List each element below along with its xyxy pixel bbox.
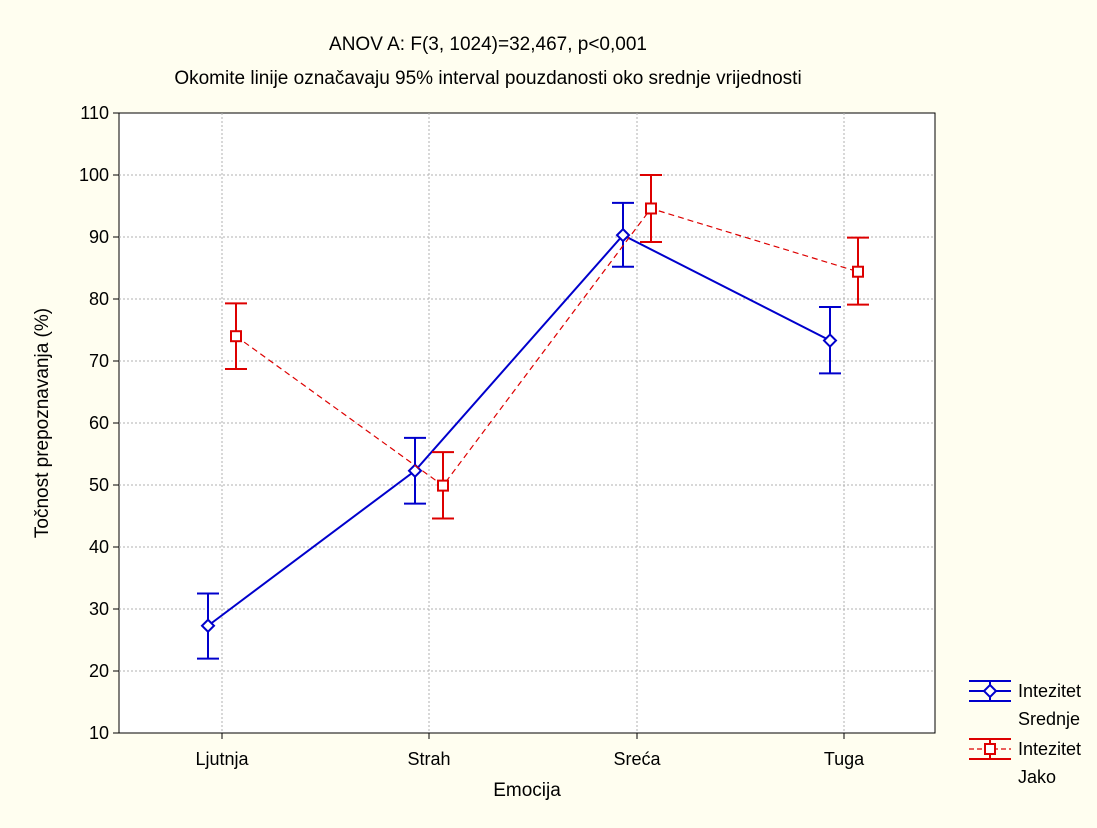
y-tick-label: 90: [89, 227, 109, 247]
x-tick-label: Strah: [407, 749, 450, 769]
y-tick-label: 110: [80, 103, 109, 123]
chart-title: ANOV A: F(3, 1024)=32,467, p<0,001: [329, 34, 647, 55]
legend-marker: [984, 743, 996, 755]
legend-item-0: Intezitet Srednje: [969, 680, 1081, 729]
y-tick-label: 100: [79, 165, 109, 185]
legend-label: Jako: [1018, 767, 1056, 787]
x-tick-label: Tuga: [824, 749, 865, 769]
series-line: [207, 233, 831, 627]
data-point: [200, 618, 216, 634]
series-0: [197, 201, 841, 660]
grid: [119, 113, 935, 733]
x-tick-label: Sreća: [613, 749, 661, 769]
y-tick-label: 10: [89, 723, 109, 743]
legend-item-1: Intezitet Jako: [969, 738, 1081, 787]
y-tick-label: 70: [89, 351, 109, 371]
y-tick-label: 50: [89, 475, 109, 495]
chart-subtitle: Okomite linije označavaju 95% interval p…: [174, 68, 801, 89]
axes: 10 20 30 40 50 60 70 80 90 100 110 Ljutnja Strah Sreć…: [79, 103, 865, 769]
legend-marker: [982, 683, 998, 699]
data-point: [822, 333, 838, 348]
data-point: [230, 330, 242, 343]
y-tick-label: 20: [89, 661, 109, 681]
y-axis-label: Točnost prepoznavanja (%): [32, 308, 53, 538]
series-1: [225, 174, 869, 520]
data-point: [437, 479, 449, 492]
data-point: [852, 265, 864, 278]
y-tick-label: 60: [89, 413, 109, 433]
y-tick-label: 80: [89, 289, 109, 309]
series-line: [235, 207, 859, 487]
legend-label: Intezitet: [1018, 681, 1081, 701]
series: [197, 174, 869, 660]
data-point: [615, 227, 631, 243]
legend-label: Srednje: [1018, 709, 1080, 729]
x-tick-label: Ljutnja: [195, 749, 249, 769]
legend: Intezitet Srednje Intezitet Jako: [969, 680, 1081, 787]
data-point: [645, 202, 657, 215]
y-tick-label: 30: [89, 599, 109, 619]
y-tick-label: 40: [89, 537, 109, 557]
x-axis-label: Emocija: [493, 780, 561, 801]
legend-label: Intezitet: [1018, 739, 1081, 759]
